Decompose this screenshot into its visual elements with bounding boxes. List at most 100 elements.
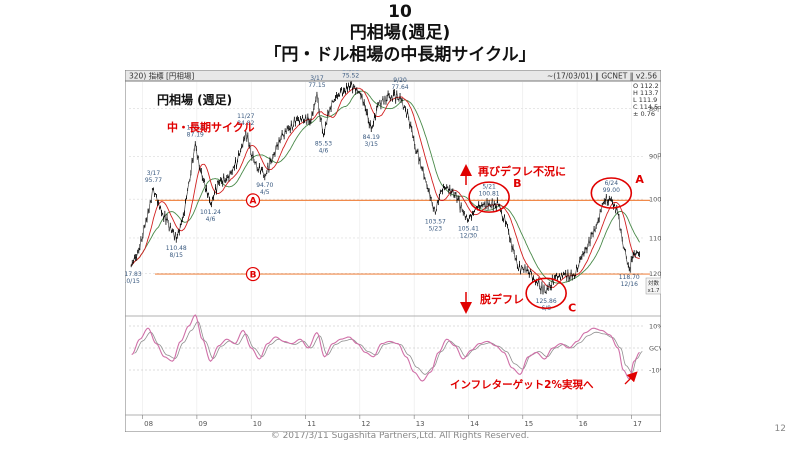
- price-label-8-line2: 4/6: [319, 147, 329, 154]
- price-label-14-line1: 5/21: [482, 183, 496, 190]
- y-tick-3: 110円: [649, 234, 661, 242]
- moving-average-short: [130, 87, 640, 289]
- price-label-7-line2: 77.15: [308, 82, 325, 89]
- level-marker-B: [245, 266, 261, 282]
- chart-stats: O 112.2H 113.7L 111.9C 114.5± 0.76: [633, 82, 659, 118]
- scale-box-line2: x1.7: [647, 288, 660, 294]
- price-label-5-line1: 11/27: [237, 113, 254, 120]
- scale-box-line1: 対数: [648, 279, 660, 287]
- scale-box: [645, 277, 661, 295]
- moving-averages: [130, 87, 640, 289]
- osc-level-label-2: -10%: [649, 367, 661, 375]
- osc-level-label-0: 10%: [649, 323, 661, 331]
- price-label-3-line2: 87.19: [187, 131, 204, 138]
- stat-1: H 113.7: [633, 89, 659, 97]
- slide-subtitle: 「円・ドル相場の中長期サイクル」: [264, 45, 536, 65]
- slide-header: 10 円相場(週足) 「円・ドル相場の中長期サイクル」: [0, 2, 800, 66]
- price-label-11-line2: 77.64: [391, 84, 408, 91]
- circle-B: [468, 181, 510, 213]
- oscillator-signal: [134, 321, 643, 375]
- chart-title: 円相場 (週足): [157, 92, 232, 107]
- x-tick-16: 16: [579, 420, 588, 428]
- price-label-13-line2: 12/30: [460, 233, 477, 240]
- circle-label-C: C: [568, 301, 576, 314]
- price-label-0-line1: 117.83: [125, 271, 142, 278]
- x-tick-14: 14: [470, 420, 479, 428]
- stat-2: L 111.9: [633, 96, 657, 104]
- chart-header-bar: [125, 70, 661, 82]
- price-label-14-line2: 100.81: [479, 190, 500, 197]
- circle-A: [590, 177, 633, 209]
- price-label-5-line2: 84.82: [237, 120, 254, 127]
- chart-header-right: ~(17/03/01) ‖ GCNET ‖ v2.56: [547, 72, 657, 81]
- bottom-label: インフレターゲット2%実現へ: [450, 378, 594, 391]
- price-label-7-line1: 3/17: [310, 75, 324, 82]
- price-label-13-line1: 105.41: [458, 226, 479, 233]
- level-label-A: A: [250, 197, 257, 207]
- x-tick-17: 17: [633, 420, 642, 428]
- price-label-1-line1: 3/17: [147, 170, 161, 177]
- chart-frame: [125, 70, 661, 432]
- stat-0: O 112.2: [633, 82, 659, 90]
- page-number: 12: [774, 424, 786, 434]
- price-labels: 117.8310/153/1795.77110.488/1512/1887.19…: [125, 70, 640, 312]
- slide-number: 10: [388, 2, 412, 22]
- price-label-1-line2: 95.77: [145, 177, 162, 184]
- price-line: [130, 82, 640, 294]
- y-tick-1: 90円: [649, 153, 661, 161]
- price-axis: 80円 90円 100円 110円 120円対数x1.7: [645, 105, 661, 295]
- price-label-12-line2: 5/23: [429, 226, 443, 233]
- level-marker-A: [245, 193, 261, 208]
- price-label-10-line1: 84.19: [363, 134, 380, 141]
- circle-C: [525, 277, 567, 310]
- price-label-12-line1: 103.57: [425, 219, 446, 226]
- price-label-6-line1: 94.70: [256, 182, 273, 189]
- y-tick-0: 80円: [649, 105, 661, 113]
- x-tick-15: 15: [524, 420, 533, 428]
- x-tick-10: 10: [253, 420, 262, 428]
- stat-3: C 114.5: [633, 103, 658, 111]
- x-tick-11: 11: [307, 420, 316, 428]
- x-tick-12: 12: [361, 420, 370, 428]
- price-label-4-line1: 101.24: [200, 209, 221, 216]
- circle-label-B: B: [513, 177, 521, 190]
- x-tick-09: 09: [198, 420, 207, 428]
- oscillator-line: [131, 314, 640, 382]
- oscillator-panel: 10% GCV -10%: [125, 314, 661, 382]
- price-label-8-line1: 85.53: [315, 140, 332, 147]
- price-label-2-line2: 8/15: [170, 252, 184, 259]
- copyright-notice: © 2017/3/11 Sugashita Partners,Ltd. All …: [270, 431, 530, 441]
- price-label-3-line1: 12/18: [187, 124, 204, 131]
- price-label-0-line2: 10/15: [125, 278, 140, 285]
- stat-4: ± 0.76: [633, 110, 655, 118]
- time-axis: 08 09 10 11 12 13 14 15 16 17: [125, 414, 661, 428]
- price-grid: [129, 82, 645, 415]
- price-label-11-line1: 9/20: [393, 77, 407, 84]
- price-label-17-line1: 118.70: [619, 274, 640, 281]
- price-label-4-line2: 4/6: [206, 216, 216, 223]
- yen-chart: 320) 指標 [円相場] ~(17/03/01) ‖ GCNET ‖ v2.5…: [125, 70, 661, 432]
- bottom-arrow: [624, 371, 638, 385]
- price-label-9-line2: 75.52: [342, 73, 359, 80]
- price-label-2-line1: 110.48: [166, 245, 187, 252]
- up-label: 再びデフレ不況に: [478, 164, 566, 178]
- price-label-6-line2: 4/5: [260, 189, 270, 196]
- chart-subtitle: 中・長期サイクル: [167, 120, 254, 134]
- price-label-16-line1: 6/24: [605, 180, 619, 187]
- slide-title: 円相場(週足): [349, 23, 451, 43]
- price-label-17-line2: 12/16: [621, 281, 638, 288]
- y-tick-4: 120円: [649, 270, 661, 278]
- price-label-9-line1: 10/31: [342, 70, 359, 73]
- circle-label-A: A: [635, 173, 644, 186]
- level-label-B: B: [250, 270, 257, 280]
- moving-average-long: [130, 90, 640, 284]
- price-label-10-line2: 3/15: [365, 141, 379, 148]
- price-label-15-line1: 125.86: [536, 298, 557, 305]
- osc-level-label-1: GCV: [649, 345, 661, 353]
- x-tick-13: 13: [416, 420, 425, 428]
- chart-header-left: 320) 指標 [円相場]: [129, 71, 194, 81]
- x-tick-08: 08: [144, 420, 153, 428]
- y-tick-2: 100円: [649, 196, 661, 204]
- down-label: 脱デフレ: [480, 292, 524, 306]
